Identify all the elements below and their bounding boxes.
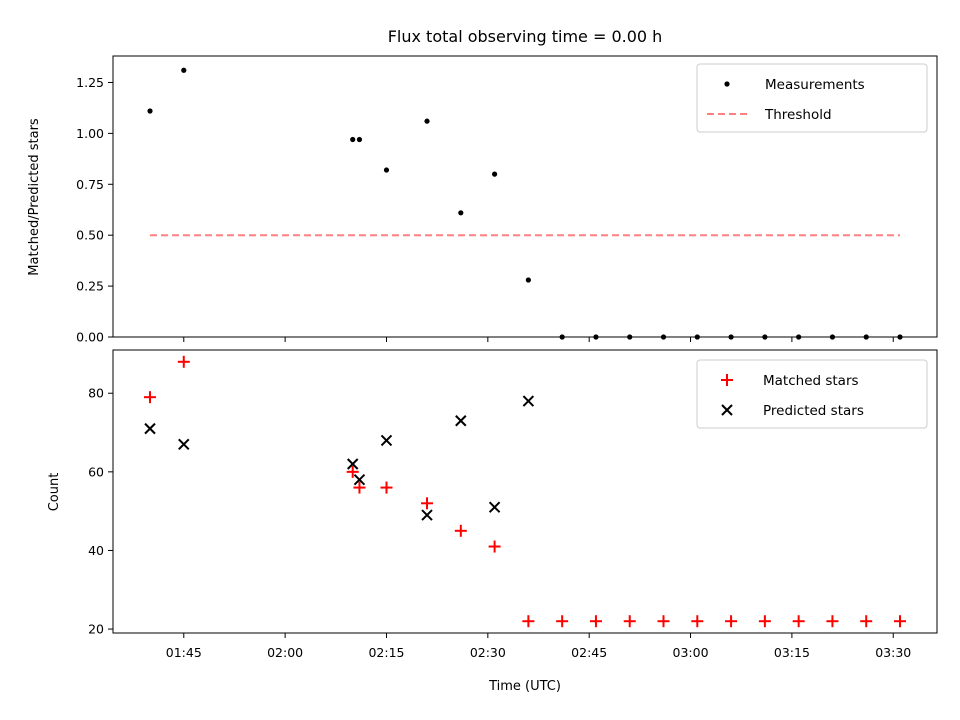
measurement-point (350, 136, 356, 143)
top-y-tick-label: 0.50 (76, 228, 104, 243)
measurement-point (491, 171, 498, 177)
matched-stars-point (894, 615, 906, 628)
matched-stars-point (488, 540, 501, 553)
bottom-x-tick-label: 02:45 (571, 645, 607, 660)
bottom-y-tick-label: 20 (88, 622, 104, 637)
top-y-tick-label: 0.25 (76, 279, 104, 294)
legend-predicted-marker (721, 404, 733, 416)
top-y-axis-label: Matched/Predicted stars (27, 118, 42, 276)
matched-stars-point (144, 391, 156, 404)
bottom-x-tick-label: 02:00 (267, 645, 303, 660)
legend-threshold-label: Threshold (764, 107, 832, 123)
predicted-stars-point (455, 415, 467, 427)
bottom-x-tick-label: 02:30 (470, 645, 506, 660)
top-legend-box (696, 63, 928, 133)
top-plot-area (147, 67, 903, 340)
bottom-legend: Matched stars Predicted stars (696, 359, 928, 429)
matched-stars-point (177, 355, 190, 368)
x-axis-label: Time (UTC) (488, 679, 561, 694)
predicted-stars-point (421, 509, 433, 521)
top-y-tick-label: 1.25 (76, 75, 104, 90)
legend-predicted-label: Predicted stars (763, 403, 864, 419)
matched-stars-point (826, 615, 839, 628)
bottom-y-tick-label: 40 (88, 543, 104, 558)
matched-stars-point (792, 615, 805, 628)
matched-stars-point (556, 615, 569, 628)
top-y-tick-label: 0.75 (76, 177, 104, 192)
matched-stars-point (623, 615, 636, 628)
predicted-stars-point (178, 438, 190, 451)
bottom-x-tick-label: 03:30 (875, 645, 911, 660)
predicted-stars-point (522, 395, 535, 407)
measurement-point (147, 108, 153, 114)
predicted-stars-point (346, 458, 359, 470)
matched-stars-point (691, 615, 704, 628)
legend-matched-label: Matched stars (763, 373, 859, 389)
matched-stars-point (522, 615, 535, 628)
bottom-x-tick-label: 01:45 (166, 645, 202, 660)
bottom-y-ticks: 20 40 60 80 (88, 386, 113, 637)
top-panel: 0.00 0.25 0.50 0.75 1.00 1.25 Matched/Predict… (27, 55, 938, 345)
matched-stars-point (380, 481, 393, 494)
matched-stars-point (758, 615, 771, 628)
matched-stars-point (589, 615, 602, 628)
bottom-y-tick-label: 60 (88, 464, 104, 479)
bottom-axes-frame (112, 349, 938, 634)
predicted-stars-point (380, 434, 393, 447)
matched-stars-point (346, 465, 359, 478)
matched-stars-point (725, 615, 738, 628)
bottom-plot-area (144, 355, 906, 628)
bottom-x-tick-label: 03:15 (774, 645, 810, 660)
bottom-x-tick-label: 02:15 (368, 645, 404, 660)
top-x-ticks (183, 337, 894, 342)
bottom-x-tick-label: 03:00 (673, 645, 709, 660)
measurement-point (458, 210, 464, 216)
predicted-stars-point (488, 501, 501, 513)
matched-stars-point (353, 481, 366, 494)
legend-matched-marker (721, 374, 733, 386)
matched-stars-point (454, 524, 467, 537)
matched-stars-point (657, 615, 670, 628)
legend-measurements-label: Measurements (765, 77, 865, 93)
measurement-point (525, 277, 531, 283)
measurement-point (424, 118, 430, 124)
measurement-point (181, 67, 187, 73)
bottom-y-tick-label: 80 (88, 386, 104, 401)
chart-title: Flux total observing time = 0.00 h (388, 27, 663, 46)
bottom-legend-box (696, 359, 928, 429)
predicted-stars-point (144, 422, 156, 435)
predicted-stars-point (353, 474, 366, 486)
top-y-tick-label: 0.00 (76, 330, 104, 345)
top-y-ticks: 0.00 0.25 0.50 0.75 1.00 1.25 (76, 75, 113, 345)
measurement-point (383, 167, 390, 173)
matched-stars-point (860, 615, 873, 628)
top-axes-frame (112, 55, 938, 338)
measurement-point (356, 136, 363, 143)
legend-measurements-marker (724, 81, 730, 87)
top-legend: Measurements Threshold (696, 63, 928, 133)
matched-stars-point (421, 497, 434, 510)
bottom-y-axis-label: Count (47, 473, 62, 512)
bottom-x-ticks: 01:45 02:00 02:15 02:30 02:45 03:00 03:15 03:30 (166, 633, 911, 660)
top-y-tick-label: 1.00 (76, 126, 104, 141)
